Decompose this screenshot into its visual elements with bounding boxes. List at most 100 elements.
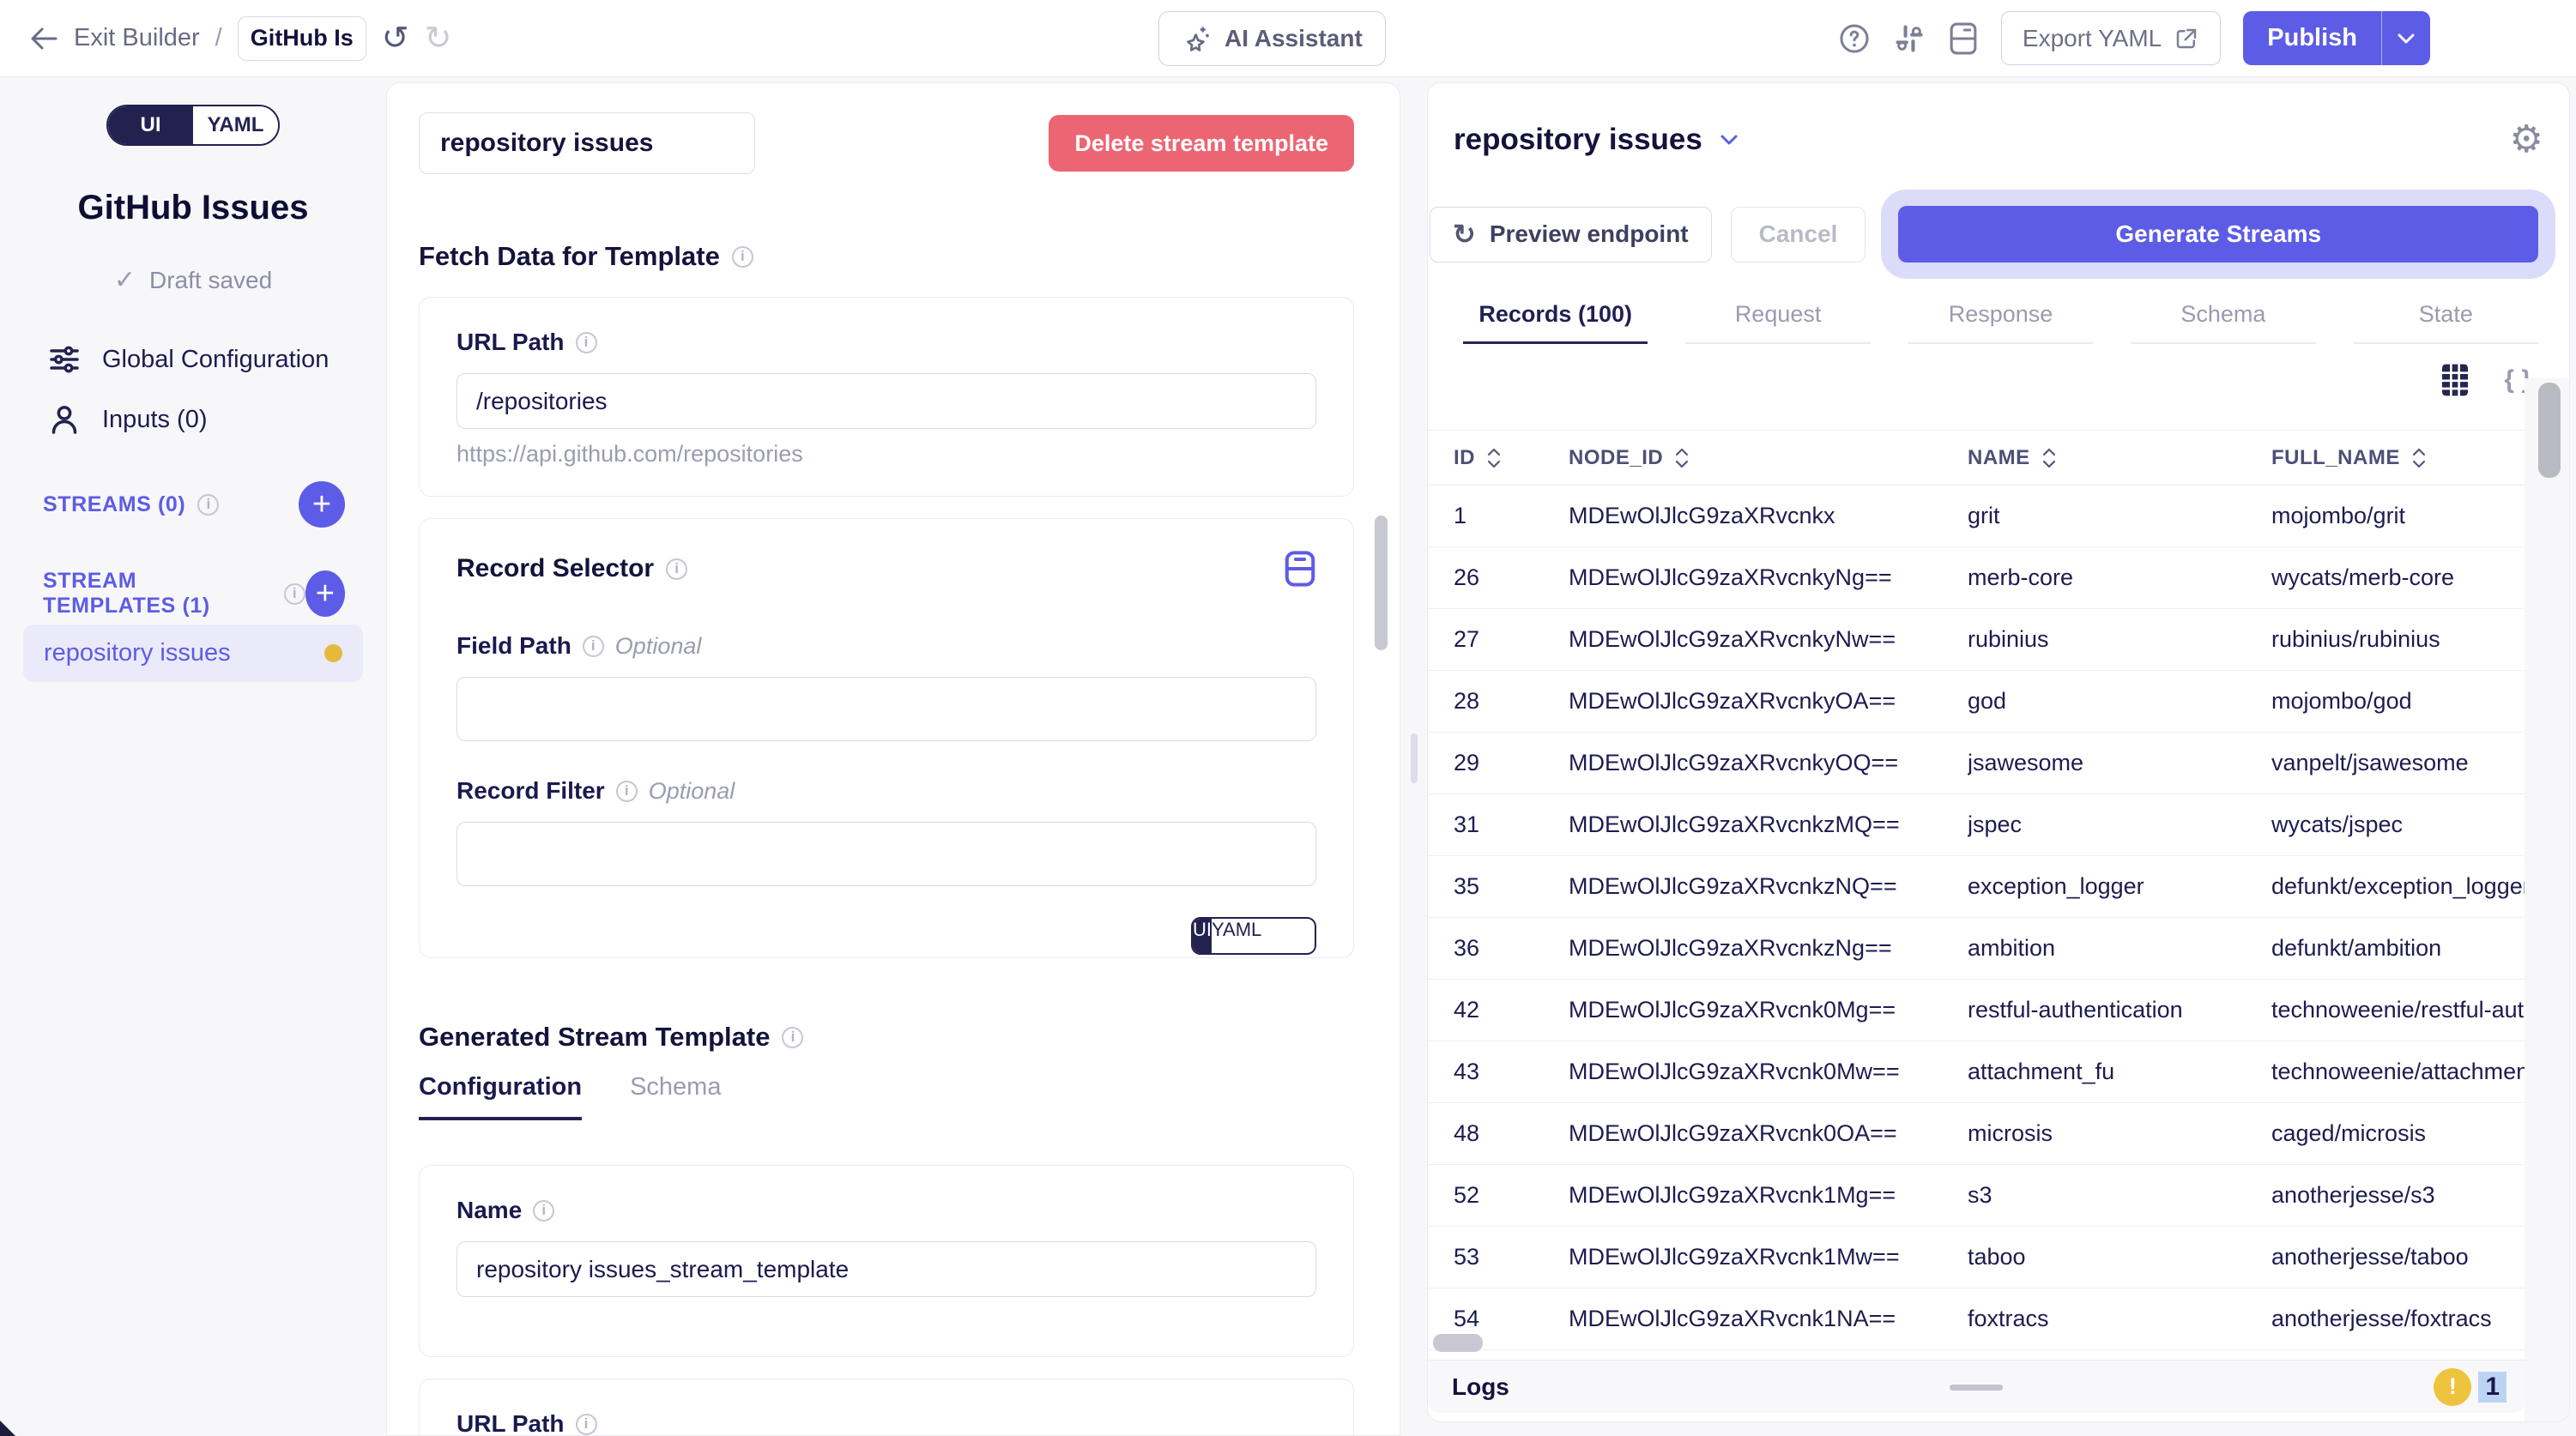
info-icon[interactable]: i (582, 635, 604, 657)
table-cell: god (1968, 688, 2007, 714)
logs-status: ! 1 (2434, 1367, 2506, 1406)
template-name-input[interactable] (419, 112, 755, 174)
info-icon[interactable]: i (666, 558, 688, 580)
field-path-label-row: Field Path i Optional (457, 632, 1316, 660)
table-cell: wycats/merb-core (2271, 564, 2455, 590)
undo-icon[interactable]: ↺ (381, 21, 409, 57)
column-header-id[interactable]: ID (1454, 446, 1569, 470)
table-cell: 27 (1454, 626, 1480, 652)
generate-streams-button[interactable]: Generate Streams (1898, 206, 2538, 262)
table-cell: MDEwOlJlcG9zaXRvcnk1Mg== (1569, 1182, 1896, 1208)
sidebar-item-global-configuration[interactable]: Global Configuration (0, 329, 386, 389)
table-cell: MDEwOlJlcG9zaXRvcnkyNg== (1569, 564, 1892, 590)
help-icon[interactable] (1838, 22, 1871, 55)
export-yaml-button[interactable]: Export YAML (2000, 11, 2222, 65)
info-icon[interactable]: i (533, 1199, 555, 1222)
info-icon[interactable]: i (731, 245, 753, 268)
column-label: NAME (1968, 445, 2030, 469)
table-row: 29 MDEwOlJlcG9zaXRvcnkyOQ== jsawesome vanpe… (1428, 733, 2543, 794)
table-cell: anotherjesse/foxtracs (2271, 1306, 2492, 1331)
form-scrollbar-thumb[interactable] (1375, 516, 1388, 650)
delete-stream-template-button[interactable]: Delete stream template (1049, 115, 1354, 172)
generated-name-input[interactable] (457, 1241, 1316, 1297)
table-horizontal-scrollbar-thumb[interactable] (1433, 1334, 1483, 1352)
column-header-node-id[interactable]: NODE_ID (1569, 446, 1968, 470)
record-filter-input[interactable] (457, 822, 1316, 886)
logs-drag-handle[interactable] (1950, 1385, 2003, 1391)
table-cell: foxtracs (1968, 1306, 2049, 1331)
table-cell: 28 (1454, 688, 1480, 714)
cancel-button[interactable]: Cancel (1730, 206, 1866, 262)
gear-icon[interactable]: ⚙ (2509, 118, 2543, 160)
table-cell: grit (1968, 503, 2000, 528)
table-cell: exception_logger (1968, 873, 2144, 899)
table-cell: 53 (1454, 1244, 1480, 1270)
table-view-icon[interactable] (2440, 363, 2470, 397)
redo-icon[interactable]: ↻ (424, 21, 452, 57)
name-label-row: Name i (457, 1197, 1316, 1224)
sidebar-item-repository-issues[interactable]: repository issues (23, 624, 363, 682)
field-path-input[interactable] (457, 677, 1316, 741)
info-icon[interactable]: i (615, 780, 638, 802)
url-path-input[interactable] (457, 373, 1316, 429)
generated-section-title: Generated Stream Template (419, 1022, 771, 1052)
table-cell: MDEwOlJlcG9zaXRvcnk0Mg== (1569, 997, 1896, 1023)
ai-assistant-button[interactable]: AI Assistant (1158, 11, 1386, 66)
top-bar-right: Export YAML Publish (1838, 11, 2576, 65)
streams-section-label: STREAMS (0) (43, 492, 186, 516)
exit-builder-link[interactable]: Exit Builder (74, 24, 200, 51)
table-cell: MDEwOlJlcG9zaXRvcnkyOA== (1569, 688, 1896, 714)
tab-configuration[interactable]: Configuration (419, 1073, 583, 1120)
panel-resize-handle[interactable] (1411, 733, 1418, 783)
docs-icon[interactable] (1284, 550, 1316, 588)
connector-name-input[interactable] (237, 15, 366, 61)
info-icon[interactable]: i (575, 1413, 597, 1435)
sidebar-item-inputs[interactable]: Inputs (0) (0, 389, 386, 450)
tab-state[interactable]: State (2353, 301, 2539, 344)
info-icon[interactable]: i (782, 1026, 804, 1048)
url-path-hint: https://api.github.com/repositories (457, 441, 803, 467)
publish-dropdown-button[interactable] (2382, 11, 2430, 65)
stream-selector-dropdown[interactable]: repository issues (1454, 123, 1740, 157)
toggle-yaml-option[interactable]: YAML (1212, 919, 1262, 953)
toggle-ui-option[interactable]: UI (1193, 919, 1212, 953)
tab-request[interactable]: Request (1685, 301, 1871, 344)
table-cell: rubinius (1968, 626, 2049, 652)
column-header-name[interactable]: NAME (1968, 446, 2271, 470)
template-header-row: Delete stream template (419, 112, 1354, 174)
preview-scrollbar-track[interactable] (2525, 378, 2569, 1421)
top-bar-left: Exit Builder / ↺ ↻ (0, 15, 452, 61)
toggle-ui-option[interactable]: UI (108, 106, 193, 144)
record-selector-card: Record Selector i Field Path i Optional … (419, 518, 1354, 958)
name-card: Name i (419, 1165, 1354, 1357)
table-cell: merb-core (1968, 564, 2074, 590)
ui-yaml-toggle: UI YAML (106, 105, 280, 146)
record-filter-label-row: Record Filter i Optional (457, 777, 1316, 805)
toggle-yaml-option[interactable]: YAML (193, 106, 278, 144)
info-icon[interactable]: i (197, 493, 220, 516)
add-stream-template-button[interactable]: + (305, 570, 345, 617)
table-row: 26 MDEwOlJlcG9zaXRvcnkyNg== merb-core wycat… (1428, 547, 2543, 609)
tab-schema[interactable]: Schema (2131, 301, 2316, 344)
fetch-section-title: Fetch Data for Template (419, 241, 720, 271)
table-cell: defunkt/exception_logger (2271, 873, 2531, 899)
column-header-full-name[interactable]: FULL_NAME (2271, 446, 2543, 470)
table-cell: jsawesome (1968, 750, 2084, 775)
tab-records[interactable]: Records (100) (1463, 301, 1648, 344)
table-cell: 36 (1454, 935, 1480, 961)
add-stream-button[interactable]: + (299, 481, 345, 528)
preview-header: repository issues ⚙ (1428, 83, 2569, 159)
column-label: ID (1454, 445, 1475, 469)
logs-bar[interactable]: Logs ! 1 (1428, 1360, 2525, 1413)
docs-book-icon[interactable] (1948, 21, 1979, 56)
back-button[interactable] (29, 26, 58, 51)
draft-status-label: Draft saved (148, 266, 273, 293)
tab-schema[interactable]: Schema (630, 1073, 722, 1101)
preview-scrollbar-thumb[interactable] (2538, 383, 2561, 478)
tab-response[interactable]: Response (1908, 301, 2094, 344)
slack-icon[interactable] (1893, 22, 1926, 55)
info-icon[interactable]: i (283, 582, 305, 605)
publish-button[interactable]: Publish (2243, 11, 2382, 65)
info-icon[interactable]: i (575, 331, 597, 353)
preview-endpoint-button[interactable]: ↻ Preview endpoint (1430, 206, 1712, 262)
